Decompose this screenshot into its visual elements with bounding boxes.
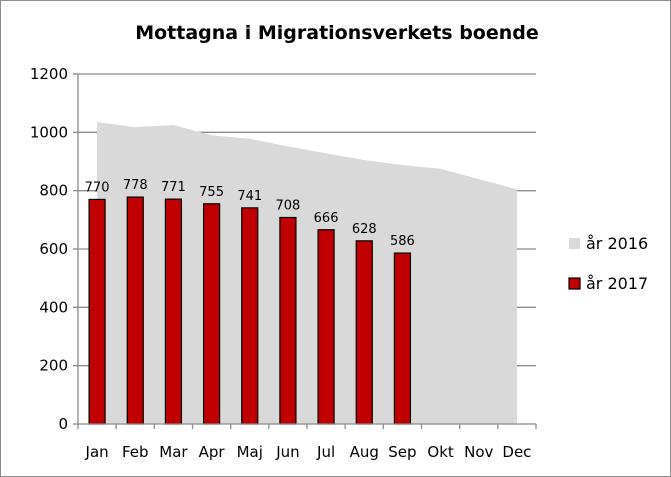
bar-data-label: 771 bbox=[161, 180, 186, 195]
bar-data-label: 741 bbox=[237, 189, 262, 204]
x-tick-label: Aug bbox=[350, 443, 379, 461]
x-tick-label: Sep bbox=[388, 443, 416, 461]
legend-label: år 2017 bbox=[586, 274, 648, 293]
bar-data-label: 778 bbox=[123, 178, 148, 193]
bar-2017 bbox=[202, 203, 221, 425]
bar-2017 bbox=[241, 207, 259, 425]
legend: år 2016 år 2017 bbox=[568, 234, 648, 293]
axes: 0 200 400 600 800 1000 1200 Jan Feb Mar Apr Maj Jun J… bbox=[30, 65, 537, 461]
bar-data-label: 666 bbox=[314, 211, 339, 226]
y-tick-label: 600 bbox=[39, 240, 68, 258]
legend-swatch bbox=[568, 277, 581, 290]
y-tick-label: 800 bbox=[39, 182, 68, 200]
bar-2017 bbox=[279, 216, 297, 425]
bar-2017 bbox=[393, 252, 412, 425]
bar-data-label: 755 bbox=[199, 185, 224, 200]
x-tick-label: Feb bbox=[122, 443, 149, 461]
y-tick-label: 1000 bbox=[30, 123, 68, 141]
bar-2017 bbox=[164, 198, 183, 425]
bar-2017 bbox=[88, 198, 106, 425]
bar-data-label: 586 bbox=[390, 234, 415, 249]
bar-2017 bbox=[126, 196, 144, 425]
y-tick-label: 200 bbox=[39, 357, 68, 375]
bar-2017 bbox=[355, 240, 373, 425]
y-tick-label: 1200 bbox=[30, 65, 68, 83]
bar-data-label: 628 bbox=[352, 222, 377, 237]
area-series-layer bbox=[97, 122, 517, 424]
x-tick-label: Maj bbox=[237, 443, 263, 461]
x-tick-label: Jan bbox=[85, 443, 109, 461]
y-tick-label: 0 bbox=[58, 415, 68, 433]
x-tick-label: Nov bbox=[464, 443, 493, 461]
bar-data-label: 708 bbox=[276, 199, 301, 214]
legend-swatch bbox=[569, 238, 580, 249]
x-tick-label: Dec bbox=[502, 443, 531, 461]
x-tick-label: Mar bbox=[159, 443, 188, 461]
area-2016 bbox=[97, 122, 517, 424]
x-tick-label: Jul bbox=[316, 443, 335, 461]
bar-2017 bbox=[317, 229, 335, 425]
bar-data-label: 770 bbox=[85, 180, 110, 195]
x-tick-label: Jun bbox=[275, 443, 299, 461]
y-tick-label: 400 bbox=[39, 298, 68, 316]
legend-label: år 2016 bbox=[586, 234, 648, 253]
chart-title: Mottagna i Migrationsverkets boende bbox=[135, 22, 539, 44]
x-tick-label: Apr bbox=[199, 443, 226, 461]
x-tick-label: Okt bbox=[427, 443, 453, 461]
